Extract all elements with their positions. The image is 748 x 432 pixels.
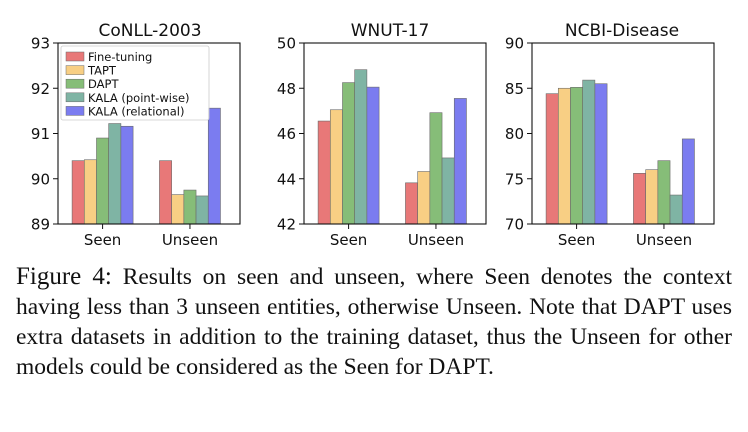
bar-kala-relational--unseen: [453, 98, 467, 225]
legend-swatch: [65, 106, 85, 116]
legend-label: TAPT: [87, 64, 117, 78]
x-tick-label: Unseen: [636, 231, 692, 249]
bar-kala-relational--seen: [594, 83, 608, 225]
caption-text: Results on seen and unseen, where Seen d…: [16, 264, 733, 380]
figure-caption: Figure 4: Results on seen and unseen, wh…: [16, 262, 732, 382]
x-tick-label: Unseen: [408, 231, 464, 249]
y-tick-label: 93: [31, 35, 50, 53]
caption-label: Figure 4:: [16, 263, 112, 290]
legend-swatch: [65, 92, 85, 103]
bar-kala-point-wise--seen: [582, 79, 596, 225]
y-tick-label: 89: [31, 216, 50, 234]
bar-kala-relational--seen: [366, 86, 380, 225]
chart-panel-2: NCBI-Disease Seen Unseen 70 75 80 85 90: [505, 21, 715, 249]
y-tick-label: 50: [277, 35, 296, 53]
legend-swatch: [65, 78, 85, 89]
y-tick-label: 46: [277, 125, 296, 143]
chart-title: WNUT-17: [351, 21, 430, 41]
bar-dapt-seen: [96, 137, 109, 225]
bar-kala-point-wise--unseen: [669, 194, 683, 225]
legend-label: DAPT: [88, 77, 119, 91]
bar-fine-tuning-unseen: [633, 173, 646, 225]
x-tick-label: Unseen: [162, 231, 218, 249]
y-tick-label: 70: [505, 216, 524, 234]
bar-kala-point-wise--seen: [108, 123, 122, 225]
y-tick-label: 44: [277, 170, 296, 188]
y-tick-label: 80: [505, 125, 524, 143]
y-tick-label: 91: [31, 125, 50, 143]
bar-tapt-seen: [557, 87, 571, 225]
bar-dapt-seen: [570, 87, 583, 225]
legend-swatch: [65, 65, 85, 75]
bar-fine-tuning-seen: [317, 120, 331, 225]
bar-tapt-unseen: [171, 194, 185, 225]
figure-4-charts: CoNLL-2003 Seen Unseen 89 90 91 92 93 Fine-tunin…: [31, 21, 715, 249]
bar-fine-tuning-unseen: [159, 160, 172, 225]
chart-title: NCBI-Disease: [565, 21, 679, 41]
chart-panel-0: CoNLL-2003 Seen Unseen 89 90 91 92 93 Fine-tunin…: [31, 21, 241, 249]
chart-panel-1: WNUT-17 Seen Unseen 42 44 46 48 50: [277, 21, 487, 249]
bar-dapt-unseen: [429, 112, 443, 225]
bar-kala-relational--seen: [120, 125, 134, 225]
bar-fine-tuning-seen: [71, 160, 85, 225]
bar-kala-relational--unseen: [207, 107, 221, 225]
bar-kala-point-wise--unseen: [195, 195, 209, 225]
bar-tapt-seen: [83, 159, 97, 225]
bar-dapt-unseen: [183, 189, 197, 225]
bar-fine-tuning-unseen: [405, 182, 418, 225]
chart-title: CoNLL-2003: [98, 21, 201, 41]
bar-kala-relational--unseen: [681, 138, 695, 225]
x-tick-label: Seen: [330, 231, 368, 249]
y-tick-label: 75: [505, 170, 524, 188]
y-tick-label: 42: [277, 216, 296, 234]
bar-tapt-unseen: [645, 169, 659, 225]
bar-dapt-unseen: [657, 160, 671, 225]
legend-label: KALA (point-wise): [88, 91, 190, 105]
x-tick-label: Seen: [558, 231, 596, 249]
legend-label: Fine-tuning: [88, 50, 152, 64]
legend-label: KALA (relational): [88, 104, 184, 118]
y-tick-label: 90: [505, 35, 524, 53]
x-tick-label: Seen: [84, 231, 122, 249]
y-tick-label: 90: [31, 170, 50, 188]
bar-kala-point-wise--unseen: [441, 157, 455, 225]
bar-tapt-unseen: [417, 171, 431, 225]
bar-dapt-seen: [342, 82, 355, 225]
bar-tapt-seen: [329, 109, 343, 225]
bar-kala-point-wise--seen: [354, 69, 368, 225]
y-tick-label: 92: [31, 80, 50, 98]
y-tick-label: 48: [277, 80, 296, 98]
bar-fine-tuning-seen: [545, 93, 559, 225]
legend-box: [60, 45, 210, 121]
y-tick-label: 85: [505, 80, 524, 98]
legend-swatch: [65, 51, 85, 62]
